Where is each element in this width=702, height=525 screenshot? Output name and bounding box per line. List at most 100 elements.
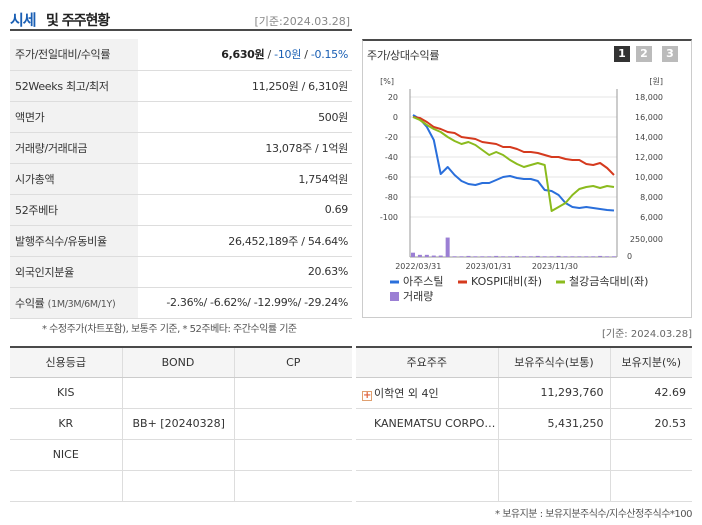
volume-bar: [514, 255, 519, 257]
y-left-tick-label: -60: [385, 173, 398, 182]
chart-page-2-button[interactable]: 2: [636, 46, 652, 62]
volume-bar: [466, 255, 471, 257]
y-right-tick-label: 8,000: [640, 193, 663, 202]
chart-page-1-button[interactable]: 1: [614, 46, 630, 62]
info-label: 발행주식수/유동비율: [10, 225, 138, 257]
info-label: 52Weeks 최고/최저: [10, 70, 138, 102]
col-header: 보유주식수(보통): [497, 346, 610, 378]
volume-bar: [528, 256, 533, 257]
volume-bar: [605, 256, 610, 257]
info-row-52w: 52Weeks 최고/최저 11,250원 / 6,310원: [10, 70, 352, 102]
volume-bar: [501, 256, 506, 257]
section-header: 시세 및 주주현황 [기준:2024.03.28]: [10, 9, 352, 31]
info-label: 외국인지분율: [10, 256, 138, 288]
info-row-price: 주가/전일대비/수익률 6,630원 / -10원 / -0.15%: [10, 39, 352, 71]
y-left-tick-label: 0: [393, 113, 398, 122]
info-row-mcap: 시가총액 1,754억원: [10, 163, 352, 195]
volume-bar: [424, 254, 429, 257]
volume-bar: [438, 255, 443, 257]
holder-pct: [609, 470, 692, 502]
volume-bar: [584, 256, 589, 257]
price-chart: 20 0 -20 -40 -60 -80 -100 [%] 18,000 16,000 14,000…: [380, 77, 663, 303]
info-row-beta: 52주베타 0.69: [10, 194, 352, 226]
volume-bar: [591, 256, 596, 257]
volume-bar: [577, 256, 582, 257]
info-row-shares: 발행주식수/유동비율 26,452,189주 / 54.64%: [10, 225, 352, 257]
holder-shares: [497, 439, 610, 471]
info-row-returns: 수익률 (1M/3M/6M/1Y) -2.36%/ -6.62%/ -12.99…: [10, 287, 352, 319]
table-row: KR BB+ [20240328]: [10, 408, 352, 440]
volume-bar: [487, 256, 492, 257]
series-line: [412, 114, 615, 212]
holder-shares: [497, 470, 610, 502]
volume-bar: [549, 256, 554, 257]
holder-name: [356, 470, 498, 502]
x-tick-label: 2023/01/31: [466, 262, 512, 271]
credit-cp: [233, 439, 352, 471]
credit-cp: [233, 377, 352, 409]
credit-agency: KR: [10, 408, 122, 440]
legend-swatch: [390, 292, 399, 301]
y-left-tick-label: -40: [385, 153, 398, 162]
volume-bar: [508, 256, 513, 257]
volume-bar: [452, 256, 457, 257]
volume-bar: [480, 256, 485, 257]
major-shareholders-table: 주요주주 보유주식수(보통) 보유지분(%) + 이학연 외 4인 11,293,…: [356, 346, 692, 502]
holder-header-row: 주요주주 보유주식수(보통) 보유지분(%): [356, 346, 692, 378]
col-header: 주요주주: [356, 346, 498, 378]
volume-bar: [570, 256, 575, 257]
section-title-sub: 및 주주현황: [46, 13, 110, 29]
series-line: [412, 116, 615, 176]
chart-page-3-button[interactable]: 3: [662, 46, 678, 62]
credit-agency: [10, 470, 122, 502]
info-value: 0.69: [138, 194, 352, 226]
credit-rating-table: 신용등급 BOND CP KIS KR BB+ [20240328] NICE: [10, 346, 352, 502]
volume-bar: [445, 237, 450, 257]
footnote-bottom: * 보유지분 : 보유지분주식수/지수산정주식수*100: [495, 509, 692, 520]
y-left-tick-label: -20: [385, 133, 398, 142]
holder-name-text: 이학연 외 4인: [374, 386, 439, 400]
holder-name[interactable]: + 이학연 외 4인: [356, 377, 498, 409]
volume-bar: [612, 256, 616, 257]
legend-label: 아주스틸: [403, 275, 443, 288]
info-value: 6,630원 / -10원 / -0.15%: [138, 39, 352, 71]
table-row: [10, 470, 352, 502]
info-row-foreign: 외국인지분율 20.63%: [10, 256, 352, 288]
returns-label-sub: (1M/3M/6M/1Y): [47, 298, 116, 310]
volume-bar: [494, 255, 499, 257]
info-value: 1,754억원: [138, 163, 352, 195]
col-header: CP: [233, 346, 352, 378]
volume-bar: [542, 256, 547, 257]
info-label: 액면가: [10, 101, 138, 133]
info-label: 주가/전일대비/수익률: [10, 39, 138, 71]
volume-bar: [535, 255, 540, 257]
holder-name: [356, 439, 498, 471]
table-row: + 이학연 외 4인 11,293,760 42.69: [356, 377, 692, 409]
volume-bar: [556, 255, 561, 257]
vol-tick-label: 0: [627, 252, 632, 261]
table-row: NICE: [10, 439, 352, 471]
expand-plus-icon[interactable]: +: [362, 389, 372, 401]
info-label: 수익률 (1M/3M/6M/1Y): [10, 287, 138, 319]
info-value: 11,250원 / 6,310원: [138, 70, 352, 102]
col-header: BOND: [121, 346, 234, 378]
credit-bond: [121, 377, 234, 409]
section-title-main: 시세: [10, 11, 37, 29]
y-right-tick-label: 14,000: [635, 133, 663, 142]
legend-label: 철강금속대비(좌): [569, 275, 648, 288]
col-header: 신용등급: [10, 346, 122, 378]
credit-cp: [233, 408, 352, 440]
info-label: 시가총액: [10, 163, 138, 195]
volume-bar: [431, 255, 436, 257]
info-label: 거래량/거래대금: [10, 132, 138, 164]
holder-shares: 5,431,250: [497, 408, 610, 440]
price-info-table: 주가/전일대비/수익률 6,630원 / -10원 / -0.15% 52Wee…: [10, 39, 352, 319]
table-row: [356, 470, 692, 502]
table-row: KIS: [10, 377, 352, 409]
volume-bar: [598, 255, 603, 257]
holder-shares: 11,293,760: [497, 377, 610, 409]
y-left-unit: [%]: [380, 77, 394, 86]
volume-bar: [521, 256, 526, 257]
y-right-tick-label: 10,000: [635, 173, 663, 182]
series-line: [412, 116, 615, 212]
